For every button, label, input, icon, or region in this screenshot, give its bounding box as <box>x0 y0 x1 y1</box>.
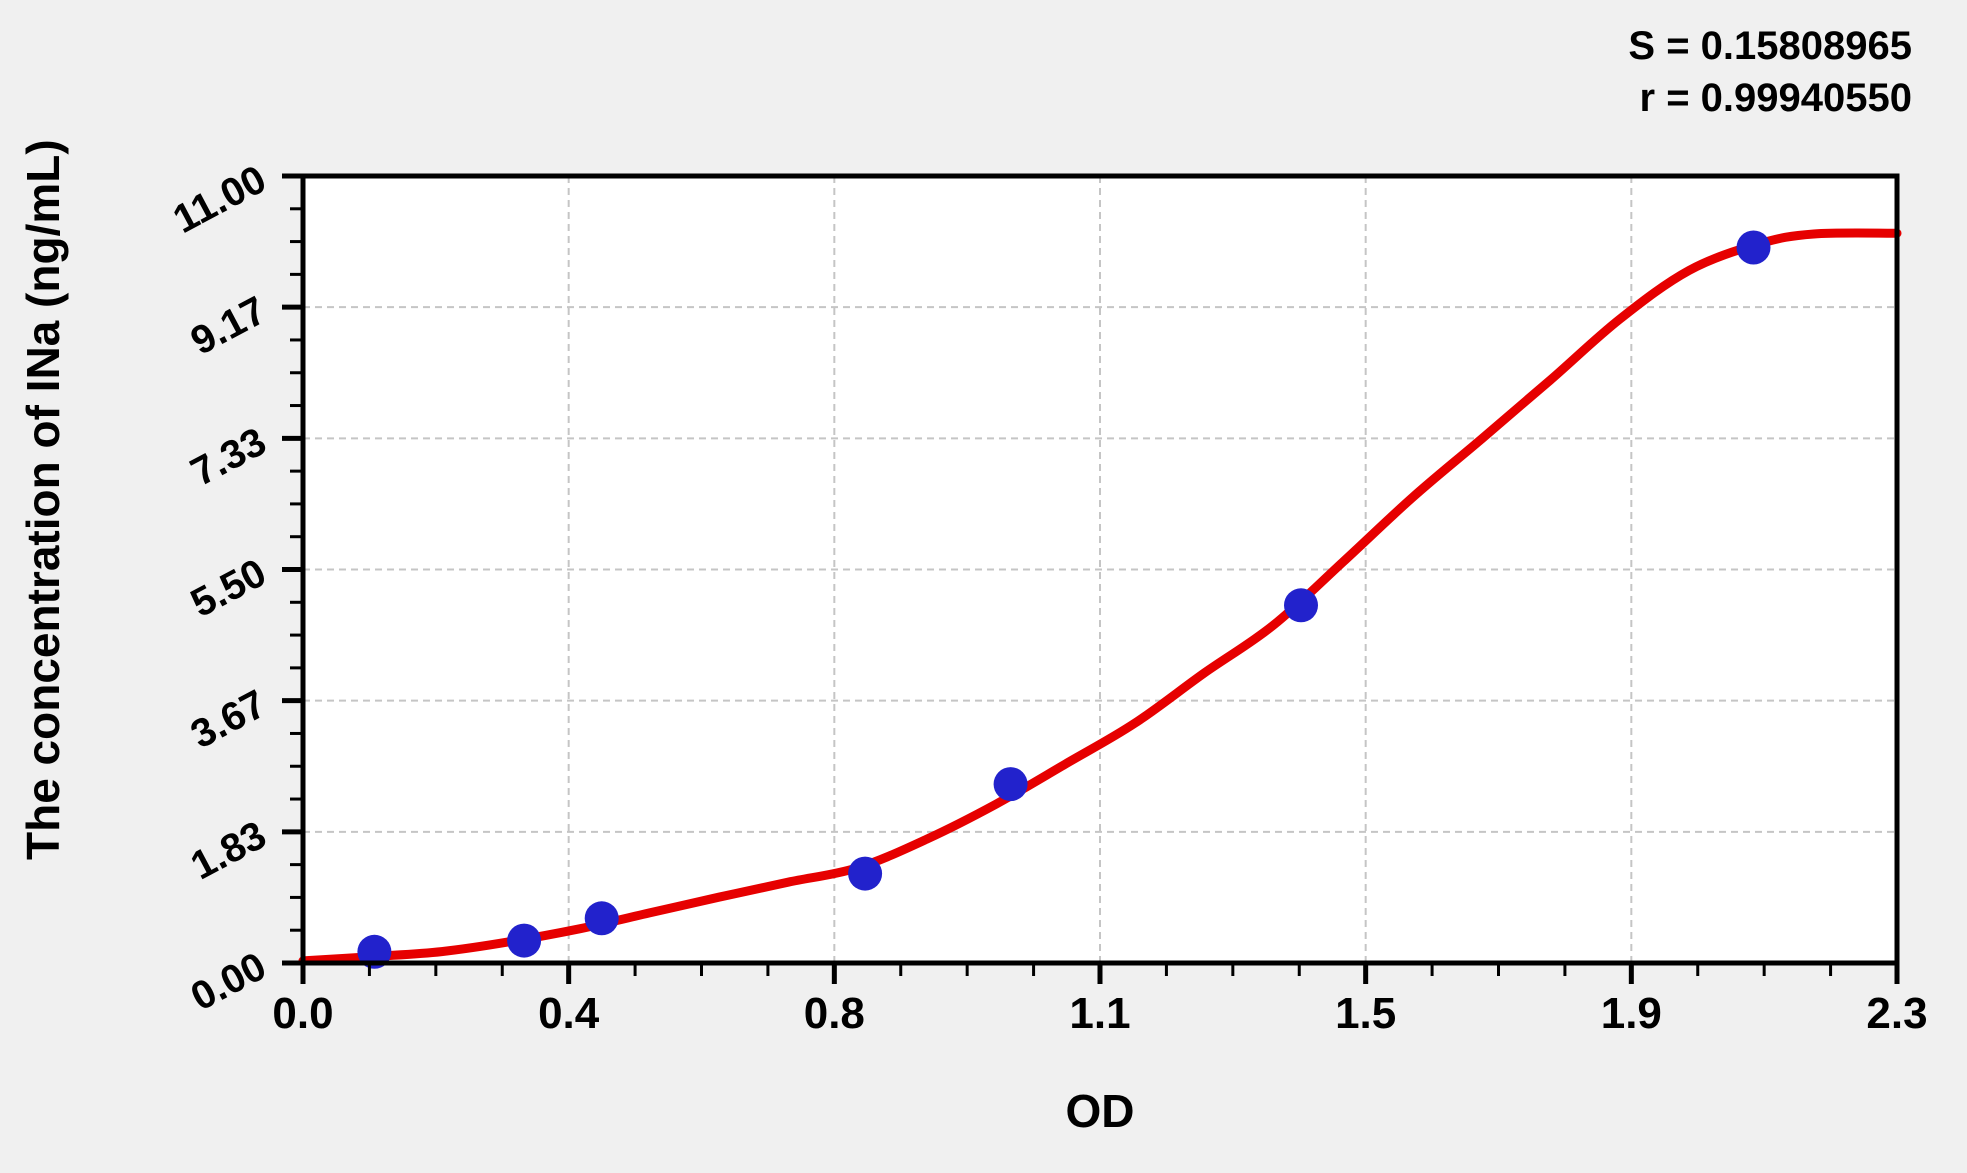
x-tick-label: 1.5 <box>1335 989 1396 1038</box>
y-tick-label: 0.00 <box>184 944 273 1019</box>
x-axis-title: OD <box>1065 1085 1135 1137</box>
y-tick-label: 7.33 <box>184 419 273 494</box>
data-point <box>357 934 392 969</box>
data-point <box>1284 588 1318 623</box>
y-tick-label: 3.67 <box>184 682 273 757</box>
y-tick-label: 1.83 <box>184 813 273 888</box>
y-tick-label: 9.17 <box>184 288 273 363</box>
x-tick-label: 2.3 <box>1866 989 1927 1038</box>
data-point <box>507 923 542 958</box>
x-tick-label: 0.8 <box>804 989 865 1038</box>
data-point <box>1736 230 1771 265</box>
data-point <box>993 767 1028 802</box>
x-tick-label: 1.9 <box>1601 989 1662 1038</box>
x-tick-label: 0.4 <box>538 989 600 1038</box>
x-tick-label: 1.1 <box>1069 989 1130 1038</box>
fit-stat-s: S = 0.15808965 <box>1628 24 1912 68</box>
data-point <box>848 856 883 891</box>
fit-statistics: S = 0.15808965 r = 0.99940550 <box>1628 20 1912 124</box>
fit-stat-r: r = 0.99940550 <box>1639 76 1912 120</box>
data-point <box>584 901 619 936</box>
x-tick-label: 0.0 <box>272 989 333 1038</box>
y-tick-label: 11.00 <box>166 157 273 242</box>
fitted-curve <box>298 228 1902 966</box>
y-tick-label: 5.50 <box>184 551 273 626</box>
